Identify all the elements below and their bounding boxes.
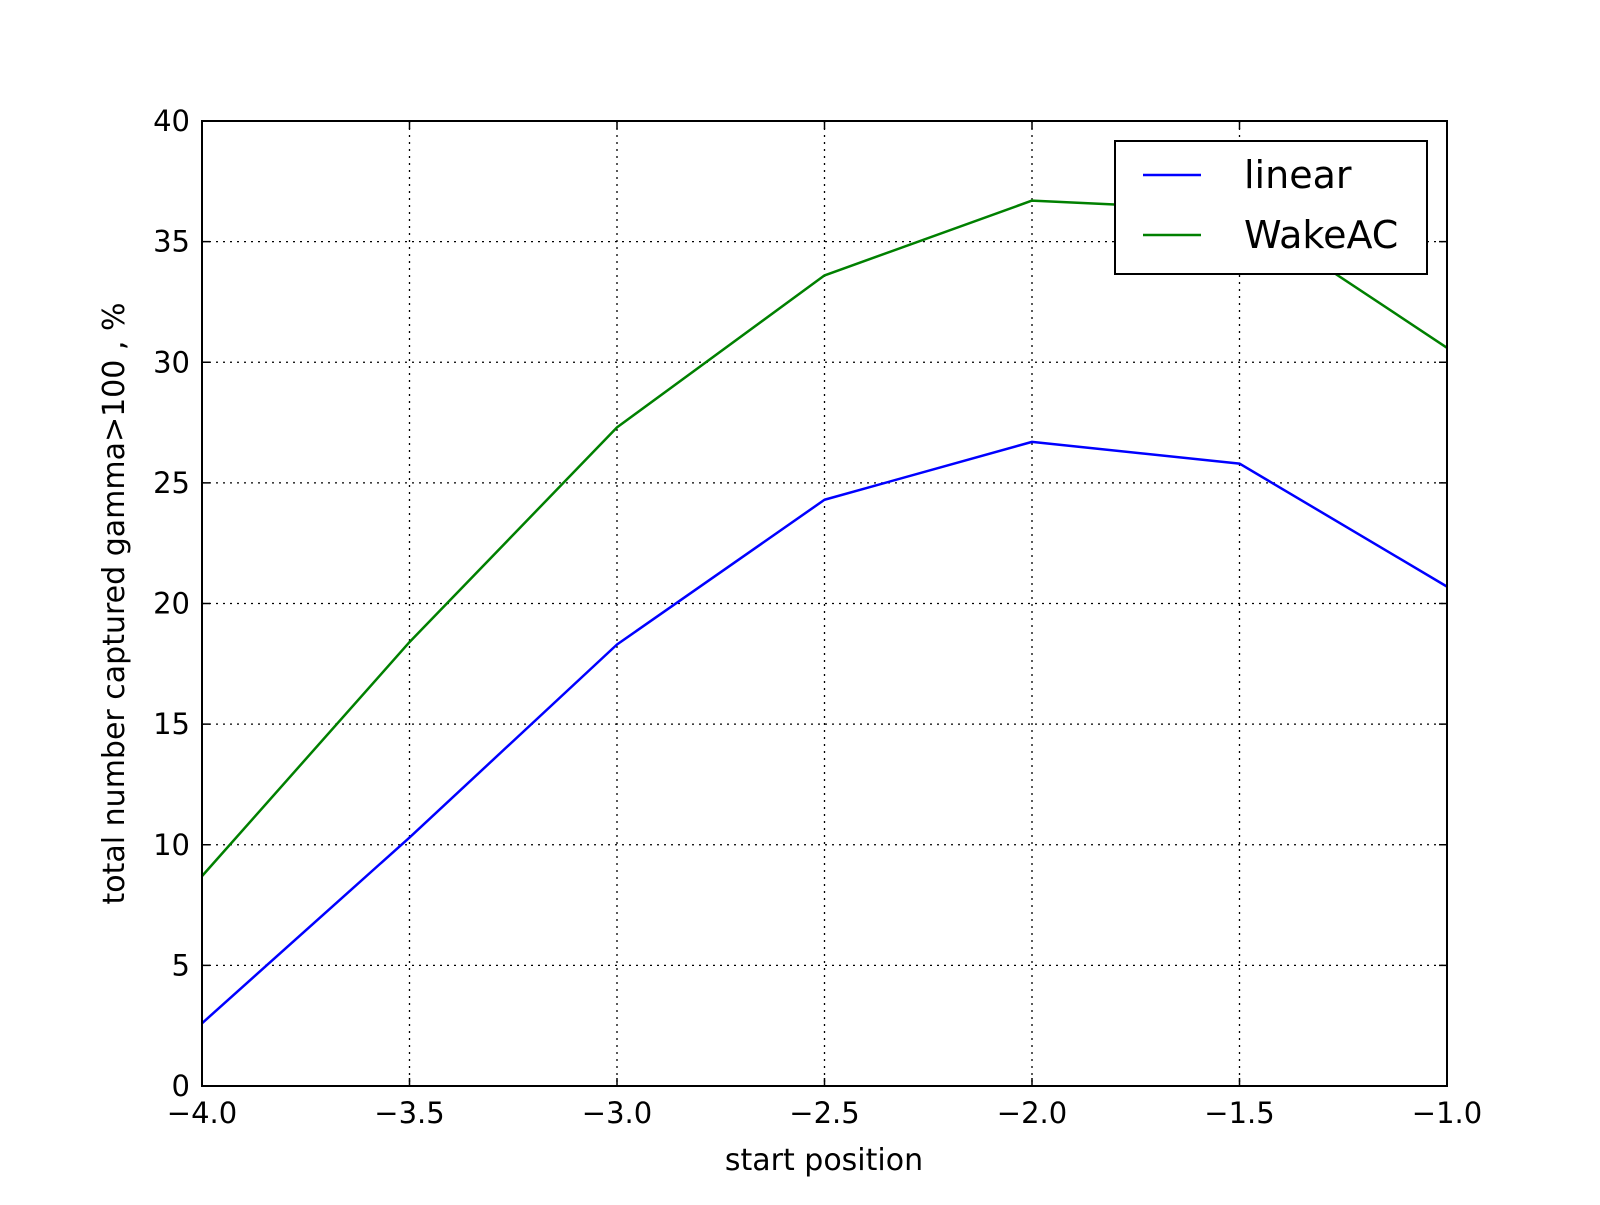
y-axis-label: total number captured gamma>100 , % (97, 303, 132, 905)
x-tick-label: −1.0 (1412, 1096, 1482, 1130)
y-tick-label: 0 (172, 1069, 190, 1103)
y-tick-label: 35 (153, 225, 190, 259)
y-tick-label: 15 (153, 707, 190, 741)
legend-label-wakeac: WakeAC (1244, 213, 1398, 257)
x-axis-label: start position (725, 1143, 923, 1178)
y-tick-label: 25 (153, 466, 190, 500)
x-tick-label: −1.5 (1204, 1096, 1274, 1130)
x-tick-label: −3.0 (582, 1096, 652, 1130)
x-tick-label: −2.5 (789, 1096, 859, 1130)
legend: linear WakeAC (1115, 141, 1427, 274)
y-tick-label: 40 (153, 104, 190, 138)
x-tick-label: −2.0 (997, 1096, 1067, 1130)
y-tick-label: 5 (172, 948, 190, 982)
y-tick-label: 30 (153, 345, 190, 379)
y-tick-label: 10 (153, 828, 190, 862)
legend-label-linear: linear (1244, 153, 1352, 197)
y-tick-label: 20 (153, 587, 190, 621)
x-tick-label: −3.5 (374, 1096, 444, 1130)
